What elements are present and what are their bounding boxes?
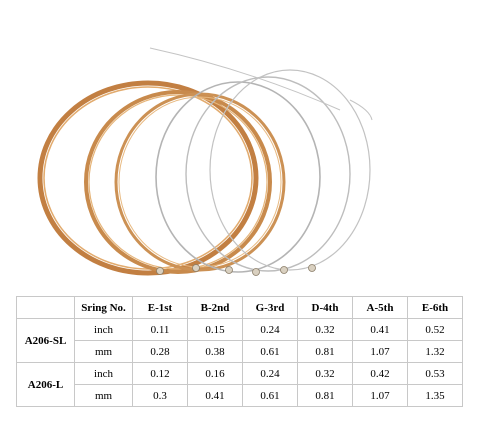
column-header: B-2nd [187, 296, 243, 319]
gauge-value: 0.81 [297, 384, 353, 407]
gauge-value: 0.15 [187, 318, 243, 341]
header-label: Sring No. [74, 296, 133, 319]
bronze-string-coils [37, 80, 286, 276]
gauge-value: 0.28 [132, 340, 188, 363]
table-row: mm 0.28 0.38 0.61 0.81 1.07 1.32 [17, 340, 463, 363]
gauge-value: 0.52 [407, 318, 463, 341]
column-header: A-5th [352, 296, 408, 319]
silver-string-coils [149, 47, 373, 273]
column-header: E-1st [132, 296, 188, 319]
gauge-value: 0.32 [297, 362, 353, 385]
gauge-value: 0.16 [187, 362, 243, 385]
gauge-value: 0.3 [132, 384, 188, 407]
gauge-value: 1.32 [407, 340, 463, 363]
guitar-strings-photo [37, 47, 373, 276]
gauge-value: 1.07 [352, 384, 408, 407]
string-coil-6 [37, 80, 259, 276]
gauge-value: 0.11 [132, 318, 188, 341]
model-label: A206-SL [16, 318, 75, 363]
ball-end-icon [280, 266, 288, 274]
column-header: D-4th [297, 296, 353, 319]
gauge-value: 0.24 [242, 318, 298, 341]
unit-label: inch [74, 362, 133, 385]
table-header-row: Sring No. E-1st B-2nd G-3rd D-4th A-5th … [16, 296, 463, 319]
gauge-value: 0.32 [297, 318, 353, 341]
ball-end-icon [192, 264, 200, 272]
gauge-value: 0.61 [242, 384, 298, 407]
gauge-value: 0.41 [352, 318, 408, 341]
table-row: mm 0.3 0.41 0.61 0.81 1.07 1.35 [17, 384, 463, 407]
gauge-value: 0.81 [297, 340, 353, 363]
ball-end-icon [225, 266, 233, 274]
model-label: A206-L [16, 362, 75, 407]
gauge-value: 0.38 [187, 340, 243, 363]
gauge-value: 1.35 [407, 384, 463, 407]
string-gauge-table: Sring No. E-1st B-2nd G-3rd D-4th A-5th … [16, 296, 463, 407]
gauge-value: 0.61 [242, 340, 298, 363]
unit-label: inch [74, 318, 133, 341]
table-row: A206-SL inch 0.11 0.15 0.24 0.32 0.41 0.… [16, 318, 463, 363]
column-header: E-6th [407, 296, 463, 319]
gauge-value: 0.24 [242, 362, 298, 385]
unit-label: mm [74, 340, 133, 363]
ball-end-icon [252, 268, 260, 276]
table-corner-cell [16, 296, 75, 319]
string-coil-5 [84, 90, 272, 274]
ball-end-icon [156, 267, 164, 275]
column-header: G-3rd [242, 296, 298, 319]
string-coil-3 [155, 81, 321, 273]
table-row: A206-L inch 0.12 0.16 0.24 0.32 0.42 0.5… [16, 362, 463, 407]
string-coil-4 [114, 92, 286, 272]
ball-end-icon [308, 264, 316, 272]
gauge-value: 0.53 [407, 362, 463, 385]
string-coil-2 [185, 76, 351, 272]
string-coil-1 [209, 69, 371, 271]
string-ball-ends [156, 264, 316, 276]
gauge-value: 0.41 [187, 384, 243, 407]
gauge-value: 0.12 [132, 362, 188, 385]
gauge-value: 1.07 [352, 340, 408, 363]
gauge-value: 0.42 [352, 362, 408, 385]
unit-label: mm [74, 384, 133, 407]
